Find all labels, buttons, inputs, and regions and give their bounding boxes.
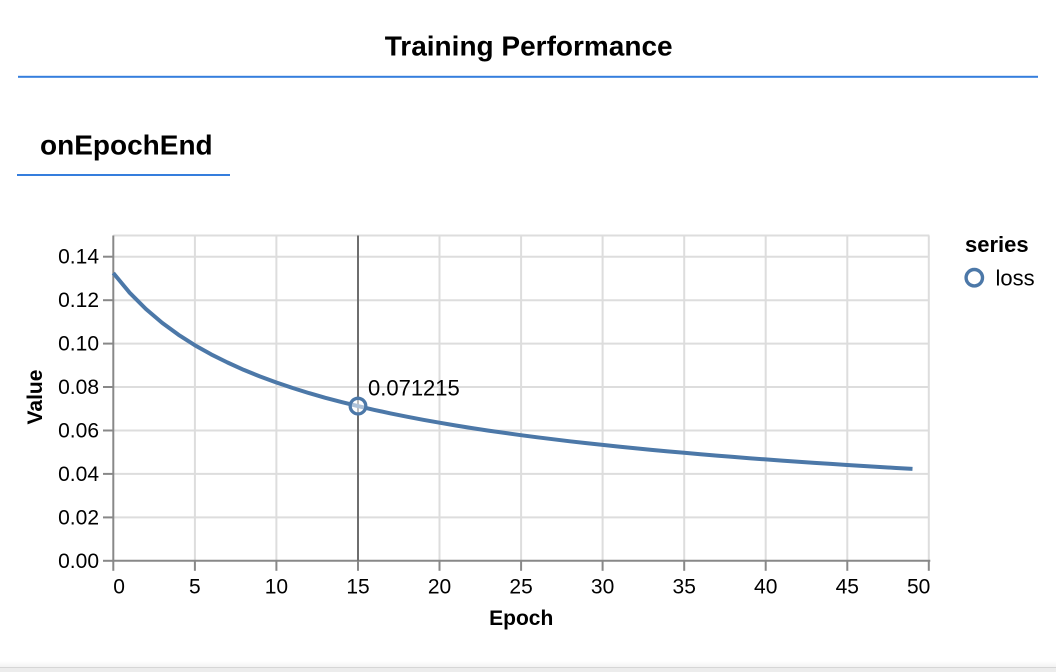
svg-text:0.10: 0.10 — [58, 333, 99, 356]
svg-text:0.02: 0.02 — [58, 506, 99, 529]
svg-text:series: series — [965, 232, 1029, 257]
svg-text:0.08: 0.08 — [58, 376, 99, 399]
svg-text:50: 50 — [907, 576, 930, 599]
svg-text:0.12: 0.12 — [58, 289, 99, 312]
svg-text:0.14: 0.14 — [58, 246, 99, 269]
svg-text:35: 35 — [673, 576, 696, 599]
svg-text:30: 30 — [591, 576, 614, 599]
svg-text:40: 40 — [754, 576, 777, 599]
svg-text:Training Performance: Training Performance — [385, 31, 673, 62]
svg-text:20: 20 — [428, 576, 451, 599]
svg-text:0.071215: 0.071215 — [368, 375, 460, 400]
svg-text:15: 15 — [346, 576, 369, 599]
svg-text:Value: Value — [24, 370, 47, 425]
svg-text:0.06: 0.06 — [58, 420, 99, 443]
svg-text:5: 5 — [189, 576, 201, 599]
svg-text:Epoch: Epoch — [489, 607, 553, 630]
svg-text:25: 25 — [509, 576, 532, 599]
svg-text:0: 0 — [113, 576, 125, 599]
svg-text:45: 45 — [836, 576, 859, 599]
svg-text:0.04: 0.04 — [58, 463, 99, 486]
svg-text:0.00: 0.00 — [58, 550, 99, 573]
svg-text:10: 10 — [265, 576, 288, 599]
svg-text:onEpochEnd: onEpochEnd — [40, 129, 213, 160]
svg-text:loss: loss — [996, 265, 1035, 290]
